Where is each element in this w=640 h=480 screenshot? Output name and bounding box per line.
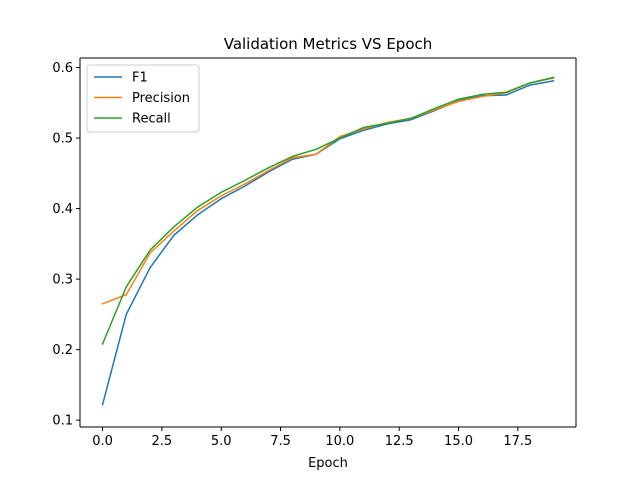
recall-point bbox=[339, 137, 341, 139]
recall-line bbox=[101, 76, 555, 345]
legend-entries: F1 Precision Recall bbox=[94, 71, 190, 127]
legend-label-recall: Recall bbox=[132, 112, 171, 127]
chart-title: Validation Metrics VS Epoch bbox=[224, 35, 433, 53]
recall-point bbox=[529, 82, 531, 84]
f1-point bbox=[101, 404, 104, 406]
y-tick-label: 0.3 bbox=[52, 273, 73, 288]
recall-point bbox=[386, 122, 388, 124]
recall-point bbox=[505, 91, 507, 93]
precision-point bbox=[481, 95, 483, 98]
precision-point bbox=[149, 252, 151, 254]
recall-point bbox=[410, 117, 412, 119]
x-axis-label: Epoch bbox=[308, 456, 348, 471]
f1-point bbox=[173, 234, 175, 236]
f1-point bbox=[529, 84, 531, 86]
precision-point bbox=[125, 294, 127, 296]
recall-point bbox=[220, 191, 222, 193]
precision-line bbox=[101, 77, 555, 305]
precision-point bbox=[339, 136, 341, 138]
y-tick-label: 0.4 bbox=[52, 202, 73, 217]
y-axis: 0.1 0.2 0.3 0.4 0.5 0.6 bbox=[52, 61, 80, 429]
y-tick-label: 0.6 bbox=[52, 61, 73, 76]
y-tick-label: 0.1 bbox=[52, 414, 73, 429]
x-tick-label: 0.0 bbox=[92, 434, 113, 449]
precision-point bbox=[315, 153, 317, 155]
f1-point bbox=[268, 171, 270, 173]
legend-box bbox=[86, 64, 200, 133]
legend-label-precision: Precision bbox=[132, 91, 190, 106]
recall-point bbox=[101, 343, 104, 345]
precision-point bbox=[363, 128, 365, 130]
legend: F1 Precision Recall bbox=[86, 64, 200, 133]
precision-point bbox=[220, 195, 222, 197]
x-tick-label: 7.5 bbox=[270, 434, 291, 449]
series-recall bbox=[101, 76, 555, 345]
recall-point bbox=[196, 206, 199, 208]
recall-point bbox=[173, 226, 175, 228]
x-tick-label: 10.0 bbox=[325, 434, 354, 449]
precision-point bbox=[434, 109, 436, 111]
x-axis: 0.0 2.5 5.0 7.5 10.0 12.5 15.0 17.5 bbox=[92, 427, 532, 449]
precision-point bbox=[457, 100, 460, 102]
legend-label-f1: F1 bbox=[132, 71, 148, 86]
recall-point bbox=[552, 76, 555, 78]
precision-point bbox=[196, 210, 199, 212]
f1-point bbox=[291, 158, 293, 160]
recall-point bbox=[244, 179, 246, 181]
series-precision bbox=[101, 77, 555, 305]
precision-point bbox=[173, 230, 175, 232]
recall-point bbox=[149, 249, 151, 251]
recall-point bbox=[315, 148, 317, 150]
precision-point bbox=[101, 303, 104, 305]
recall-point bbox=[268, 167, 270, 169]
f1-point bbox=[410, 119, 412, 121]
precision-point bbox=[244, 183, 246, 185]
series-lines bbox=[101, 76, 555, 406]
x-tick-label: 17.5 bbox=[503, 434, 532, 449]
axes-frame bbox=[79, 57, 577, 428]
f1-point bbox=[125, 313, 127, 315]
x-tick-label: 15.0 bbox=[444, 434, 473, 449]
precision-point bbox=[268, 169, 270, 172]
recall-point bbox=[434, 107, 436, 110]
f1-point bbox=[552, 80, 555, 82]
f1-point bbox=[505, 94, 507, 96]
f1-point bbox=[363, 129, 365, 131]
f1-point bbox=[196, 214, 199, 216]
y-tick-label: 0.2 bbox=[52, 343, 73, 358]
precision-point bbox=[291, 157, 293, 159]
x-tick-label: 2.5 bbox=[152, 434, 173, 449]
x-tick-label: 12.5 bbox=[385, 434, 414, 449]
x-tick-label: 5.0 bbox=[211, 434, 232, 449]
f1-point bbox=[149, 267, 151, 269]
f1-point bbox=[220, 198, 222, 200]
recall-point bbox=[125, 286, 127, 288]
f1-point bbox=[244, 185, 246, 187]
recall-point bbox=[291, 155, 293, 157]
recall-point bbox=[481, 93, 483, 95]
recall-point bbox=[457, 98, 460, 100]
recall-point bbox=[363, 126, 365, 129]
y-tick-label: 0.5 bbox=[52, 132, 73, 147]
